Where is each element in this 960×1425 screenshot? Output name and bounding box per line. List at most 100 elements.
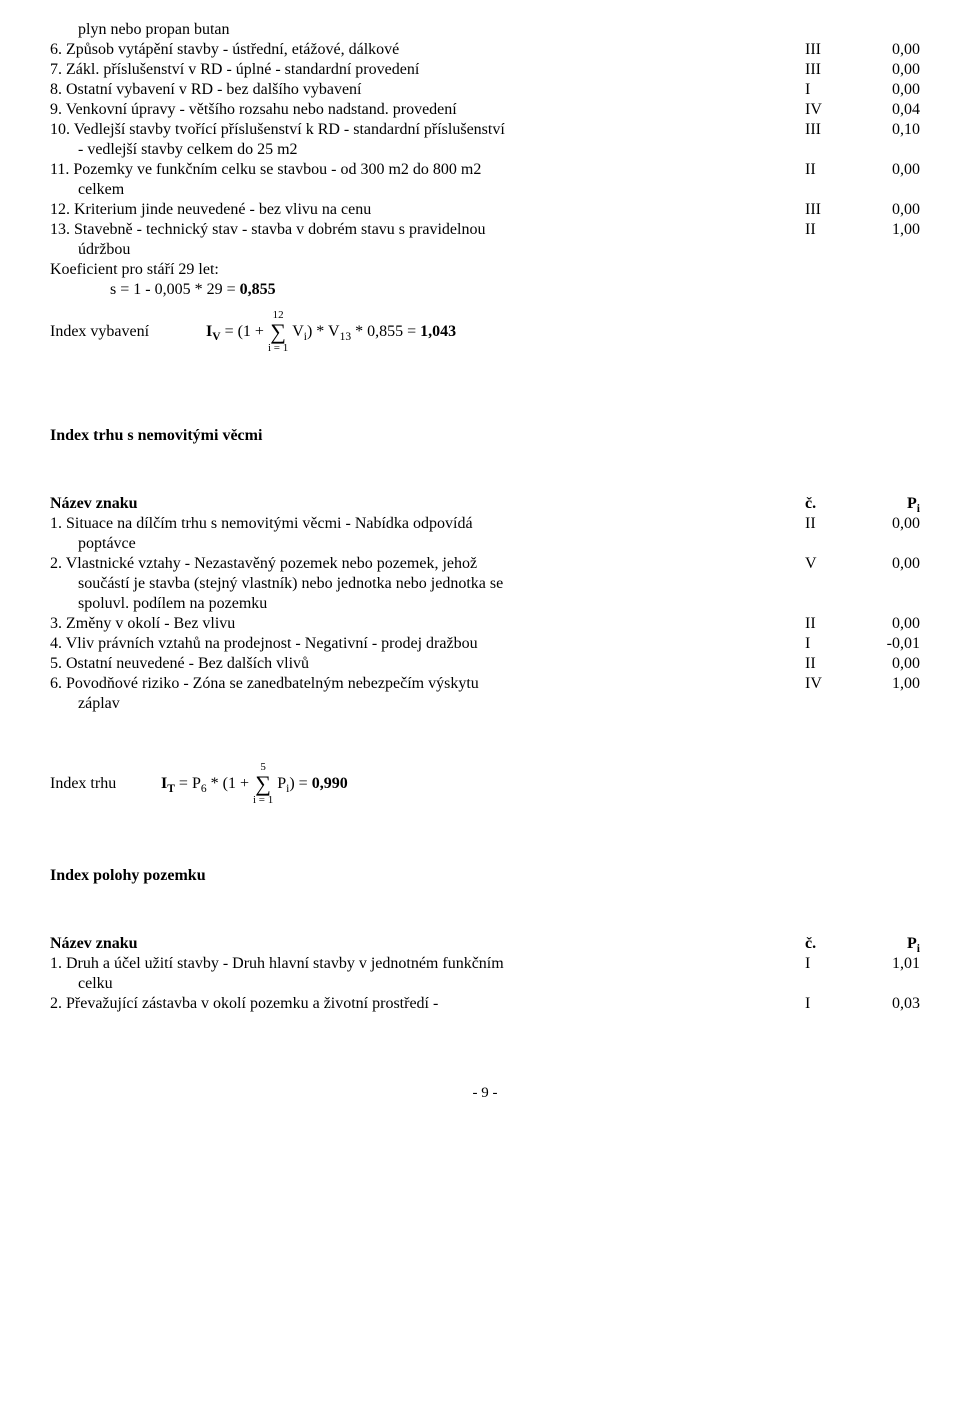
row-line: 1. Situace na dílčím trhu s nemovitými v… [50, 514, 797, 534]
section-index-polohy: Index polohy pozemku [50, 866, 920, 886]
head-name: Název znaku [50, 494, 805, 514]
iv-result: 1,043 [420, 323, 456, 340]
head-v-a: P [907, 935, 917, 952]
page-number: - 9 - [50, 1084, 920, 1103]
it-mid-b: * (1 + [207, 775, 249, 792]
it-result: 0,990 [312, 775, 348, 792]
row-col-c: I [805, 994, 860, 1014]
sigma-glyph: ∑ [270, 321, 286, 343]
row-line: 8. Ostatní vybavení v RD - bez dalšího v… [50, 80, 797, 100]
table-row: 11. Pozemky ve funkčním celku se stavbou… [50, 160, 920, 200]
index-vybaveni-formula: Index vybavení IV = (1 + 12 ∑ i = 1 Vi) … [50, 310, 920, 354]
row-col-v: 0,04 [860, 100, 920, 120]
row-text: 10. Vedlejší stavby tvořící příslušenstv… [50, 120, 805, 160]
row-col-v: 1,00 [860, 220, 920, 240]
koef-line: Koeficient pro stáří 29 let: [50, 260, 920, 280]
table-row: 7. Zákl. příslušenství v RD - úplné - st… [50, 60, 920, 80]
iv-lead-sub: V [212, 331, 220, 343]
row-col-v: 0,00 [860, 160, 920, 180]
row-line: 7. Zákl. příslušenství v RD - úplné - st… [50, 60, 797, 80]
table-row: 5. Ostatní neuvedené - Bez dalších vlivů… [50, 654, 920, 674]
row-line: 10. Vedlejší stavby tvořící příslušenstv… [50, 120, 797, 140]
row-col-v: 0,00 [860, 40, 920, 60]
row-text: 6. Povodňové riziko - Zóna se zanedbatel… [50, 674, 805, 714]
iv-sum-bot: i = 1 [268, 343, 288, 354]
row-line: součástí je stavba (stejný vlastník) neb… [50, 574, 797, 594]
sigma-icon: 5 ∑ i = 1 [253, 762, 273, 806]
row-text: 5. Ostatní neuvedené - Bez dalších vlivů [50, 654, 805, 674]
table-row: 8. Ostatní vybavení v RD - bez dalšího v… [50, 80, 920, 100]
header-row-polohy: Název znaku č. Pi [50, 934, 920, 954]
table-row: 6. Povodňové riziko - Zóna se zanedbatel… [50, 674, 920, 714]
it-lead-sub: T [167, 783, 175, 795]
row-text: 7. Zákl. příslušenství v RD - úplné - st… [50, 60, 805, 80]
header-row-trhu: Název znaku č. Pi [50, 494, 920, 514]
row-col-c: IV [805, 100, 860, 120]
row-text: 11. Pozemky ve funkčním celku se stavbou… [50, 160, 805, 200]
row-text: 1. Druh a účel užití stavby - Druh hlavn… [50, 954, 805, 994]
row-col-c: I [805, 80, 860, 100]
section-index-trhu: Index trhu s nemovitými věcmi [50, 426, 920, 446]
row-line: 5. Ostatní neuvedené - Bez dalších vlivů [50, 654, 797, 674]
table-row: 12. Kriterium jinde neuvedené - bez vliv… [50, 200, 920, 220]
row-col-v: 0,00 [860, 654, 920, 674]
row-col-v: -0,01 [860, 634, 920, 654]
row-line: 1. Druh a účel užití stavby - Druh hlavn… [50, 954, 797, 974]
row-line: celkem [50, 180, 797, 200]
head-c: č. [805, 934, 860, 954]
it-lead: IT [161, 775, 175, 792]
table-row: plyn nebo propan butan [50, 20, 920, 40]
row-col-c: III [805, 120, 860, 140]
row-text: 13. Stavebně - technický stav - stavba v… [50, 220, 805, 260]
row-col-v: 1,00 [860, 674, 920, 694]
head-v: Pi [860, 494, 920, 514]
iv-after-b: ) * V [307, 323, 340, 340]
row-col-c: I [805, 954, 860, 974]
row-line: 13. Stavebně - technický stav - stavba v… [50, 220, 797, 240]
sigma-icon: 12 ∑ i = 1 [268, 310, 288, 354]
row-line: záplav [50, 694, 797, 714]
row-col-v: 0,00 [860, 514, 920, 534]
row-line: 6. Povodňové riziko - Zóna se zanedbatel… [50, 674, 797, 694]
it-label: Index trhu [50, 774, 161, 794]
row-col-c: III [805, 200, 860, 220]
row-line: poptávce [50, 534, 797, 554]
head-name: Název znaku [50, 934, 805, 954]
row-col-c: II [805, 220, 860, 240]
row-line: 3. Změny v okolí - Bez vlivu [50, 614, 797, 634]
head-v: Pi [860, 934, 920, 954]
row-col-v: 1,01 [860, 954, 920, 974]
row-col-v: 0,00 [860, 614, 920, 634]
row-line: 12. Kriterium jinde neuvedené - bez vliv… [50, 200, 797, 220]
sigma-glyph: ∑ [255, 773, 271, 795]
it-after-b: ) = [289, 775, 311, 792]
table-row: 6. Způsob vytápění stavby - ústřední, et… [50, 40, 920, 60]
row-line: - vedlejší stavby celkem do 25 m2 [50, 140, 797, 160]
row-col-v: 0,00 [860, 60, 920, 80]
row-text: 8. Ostatní vybavení v RD - bez dalšího v… [50, 80, 805, 100]
row-text: 4. Vliv právních vztahů na prodejnost - … [50, 634, 805, 654]
row-col-v: 0,00 [860, 200, 920, 220]
row-text: 3. Změny v okolí - Bez vlivu [50, 614, 805, 634]
row-line: spoluvl. podílem na pozemku [50, 594, 797, 614]
table-row: 1. Druh a účel užití stavby - Druh hlavn… [50, 954, 920, 994]
row-col-v: 0,03 [860, 994, 920, 1014]
iv-tail: Vi) * V13 * 0,855 = 1,043 [292, 322, 456, 342]
row-col-c: IV [805, 674, 860, 694]
index-trhu-formula: Index trhu IT = P6 * (1 + 5 ∑ i = 1 Pi) … [50, 762, 920, 806]
row-col-c: II [805, 514, 860, 534]
iv-lead: IV [206, 323, 221, 340]
head-c: č. [805, 494, 860, 514]
head-v-a: P [907, 495, 917, 512]
iv-mid: = (1 + [221, 323, 264, 340]
table-row: 2. Vlastnické vztahy - Nezastavěný pozem… [50, 554, 920, 614]
table-row: 3. Změny v okolí - Bez vlivuII0,00 [50, 614, 920, 634]
it-after-a: P [277, 775, 286, 792]
row-text: 2. Převažující zástavba v okolí pozemku … [50, 994, 805, 1014]
row-col-v: 0,00 [860, 80, 920, 100]
iv-after-a: V [292, 323, 304, 340]
koef-eq: s = 1 - 0,005 * 29 = 0,855 [50, 280, 920, 300]
row-text: 6. Způsob vytápění stavby - ústřední, et… [50, 40, 805, 60]
row-text: 12. Kriterium jinde neuvedené - bez vliv… [50, 200, 805, 220]
koef-eq-pre: s = 1 - 0,005 * 29 = [110, 281, 240, 298]
